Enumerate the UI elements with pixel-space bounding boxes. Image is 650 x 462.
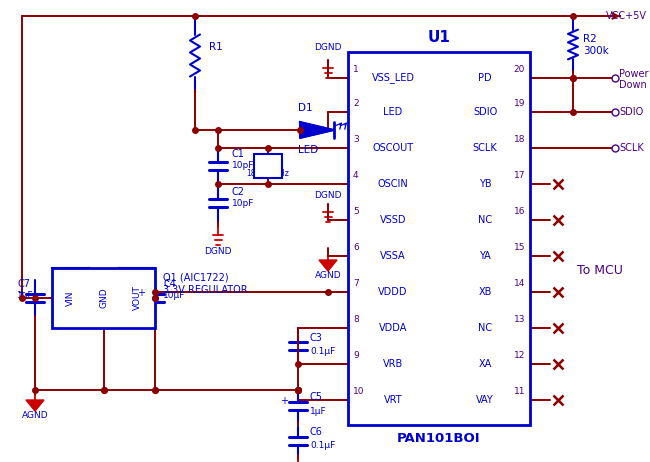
Text: 1μF: 1μF bbox=[310, 407, 326, 415]
Text: 300k: 300k bbox=[583, 47, 609, 56]
Text: LED: LED bbox=[384, 107, 402, 117]
Text: C7: C7 bbox=[17, 279, 30, 289]
Text: VOUT: VOUT bbox=[133, 286, 142, 310]
Text: 5: 5 bbox=[353, 207, 359, 217]
Text: NC: NC bbox=[478, 323, 492, 333]
Text: 17: 17 bbox=[514, 171, 525, 181]
Text: 10pF: 10pF bbox=[232, 200, 254, 208]
Text: C1: C1 bbox=[232, 149, 245, 159]
Text: 1μF: 1μF bbox=[17, 292, 34, 300]
Text: VCC+5V: VCC+5V bbox=[606, 11, 647, 21]
Text: U1: U1 bbox=[428, 30, 450, 45]
Text: 16: 16 bbox=[514, 207, 525, 217]
Text: 7: 7 bbox=[353, 280, 359, 288]
Text: NC: NC bbox=[478, 215, 492, 225]
Text: 20: 20 bbox=[514, 66, 525, 74]
Text: OSCIN: OSCIN bbox=[378, 179, 408, 189]
Text: VRB: VRB bbox=[383, 359, 403, 369]
Text: +: + bbox=[137, 288, 145, 298]
Text: Q1 (AIC1722): Q1 (AIC1722) bbox=[163, 272, 229, 282]
Text: 2: 2 bbox=[353, 99, 359, 109]
Text: Down: Down bbox=[619, 80, 647, 90]
Text: DGND: DGND bbox=[314, 43, 342, 51]
Text: 11: 11 bbox=[514, 388, 525, 396]
Text: 19: 19 bbox=[514, 99, 525, 109]
Polygon shape bbox=[300, 122, 334, 138]
Text: +: + bbox=[280, 396, 288, 406]
Text: To MCU: To MCU bbox=[577, 263, 623, 276]
Text: PD: PD bbox=[478, 73, 492, 83]
Text: C4: C4 bbox=[163, 279, 176, 289]
Text: 8: 8 bbox=[353, 316, 359, 324]
Text: 0.1μF: 0.1μF bbox=[310, 347, 335, 357]
Text: VIN: VIN bbox=[66, 290, 75, 306]
Text: YB: YB bbox=[478, 179, 491, 189]
Text: +: + bbox=[17, 288, 25, 298]
Text: 13: 13 bbox=[514, 316, 525, 324]
Text: AGND: AGND bbox=[21, 411, 48, 419]
Text: YA: YA bbox=[479, 251, 491, 261]
Bar bbox=[254, 154, 282, 178]
Text: 3.3V REGULATOR: 3.3V REGULATOR bbox=[163, 285, 248, 295]
Text: 9: 9 bbox=[353, 352, 359, 360]
Bar bbox=[348, 52, 530, 425]
Text: C2: C2 bbox=[232, 187, 245, 197]
Text: GND: GND bbox=[99, 288, 109, 308]
Bar bbox=[52, 268, 155, 328]
Text: 0.1μF: 0.1μF bbox=[310, 440, 335, 450]
Text: C6: C6 bbox=[310, 427, 323, 437]
Text: XB: XB bbox=[478, 287, 491, 297]
Text: SDIO: SDIO bbox=[619, 107, 644, 117]
Text: 10pF: 10pF bbox=[232, 162, 254, 170]
Text: 1: 1 bbox=[353, 66, 359, 74]
Text: XA: XA bbox=[478, 359, 491, 369]
Text: C5: C5 bbox=[310, 392, 323, 402]
Text: 4: 4 bbox=[353, 171, 359, 181]
Text: SCLK: SCLK bbox=[473, 143, 497, 153]
Text: 15: 15 bbox=[514, 243, 525, 253]
Text: R1: R1 bbox=[209, 43, 223, 53]
Text: VSSA: VSSA bbox=[380, 251, 406, 261]
Text: OSCOUT: OSCOUT bbox=[372, 143, 413, 153]
Text: X1: X1 bbox=[262, 158, 274, 166]
Text: D1: D1 bbox=[298, 103, 312, 113]
Text: 18.432MHz: 18.432MHz bbox=[246, 169, 289, 177]
Text: VAY: VAY bbox=[476, 395, 494, 405]
Text: VDDD: VDDD bbox=[378, 287, 408, 297]
Text: 14: 14 bbox=[514, 280, 525, 288]
Text: 18: 18 bbox=[514, 135, 525, 145]
Polygon shape bbox=[26, 400, 44, 411]
Text: VDDA: VDDA bbox=[379, 323, 407, 333]
Text: SDIO: SDIO bbox=[473, 107, 497, 117]
Text: VRT: VRT bbox=[384, 395, 402, 405]
Text: SCLK: SCLK bbox=[619, 143, 644, 153]
Text: 10: 10 bbox=[353, 388, 365, 396]
Text: DGND: DGND bbox=[204, 247, 232, 255]
Text: VSSD: VSSD bbox=[380, 215, 406, 225]
Text: R2: R2 bbox=[583, 35, 597, 44]
Text: VSS_LED: VSS_LED bbox=[372, 73, 415, 84]
Text: 10μF: 10μF bbox=[163, 292, 185, 300]
Text: PAN101BOI: PAN101BOI bbox=[397, 432, 481, 444]
Text: AGND: AGND bbox=[315, 270, 341, 280]
Text: 3: 3 bbox=[353, 135, 359, 145]
Text: 6: 6 bbox=[353, 243, 359, 253]
Text: DGND: DGND bbox=[314, 190, 342, 200]
Text: C3: C3 bbox=[310, 333, 323, 343]
Text: Power: Power bbox=[619, 69, 649, 79]
Text: LED: LED bbox=[298, 145, 318, 155]
Polygon shape bbox=[319, 260, 337, 271]
Text: 12: 12 bbox=[514, 352, 525, 360]
